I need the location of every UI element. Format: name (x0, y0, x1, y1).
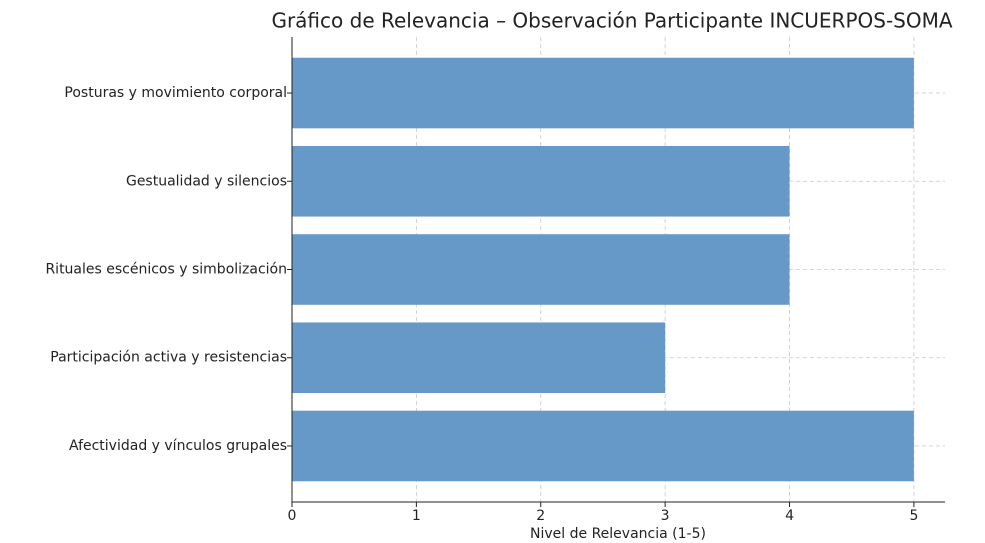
x-tick-label: 1 (412, 508, 421, 524)
y-tick-label: Gestualidad y silencios (126, 173, 287, 189)
x-tick-label: 2 (536, 508, 545, 524)
x-tick-label: 4 (785, 508, 794, 524)
y-tick-label: Participación activa y resistencias (50, 350, 287, 366)
y-tick-label: Posturas y movimiento corporal (64, 85, 287, 101)
x-axis-label: Nivel de Relevancia (1-5) (530, 526, 706, 542)
x-tick-label: 3 (661, 508, 670, 524)
y-tick-label: Afectividad y vínculos grupales (69, 438, 287, 454)
chart-title: Gráfico de Relevancia – Observación Part… (271, 9, 952, 33)
bar (292, 322, 666, 394)
bar (292, 57, 914, 129)
x-tick-label: 5 (909, 508, 918, 524)
bar (292, 145, 790, 217)
bar (292, 410, 914, 482)
y-tick-label: Rituales escénicos y simbolización (45, 262, 287, 278)
bar (292, 234, 790, 305)
x-tick-label: 0 (288, 508, 297, 524)
